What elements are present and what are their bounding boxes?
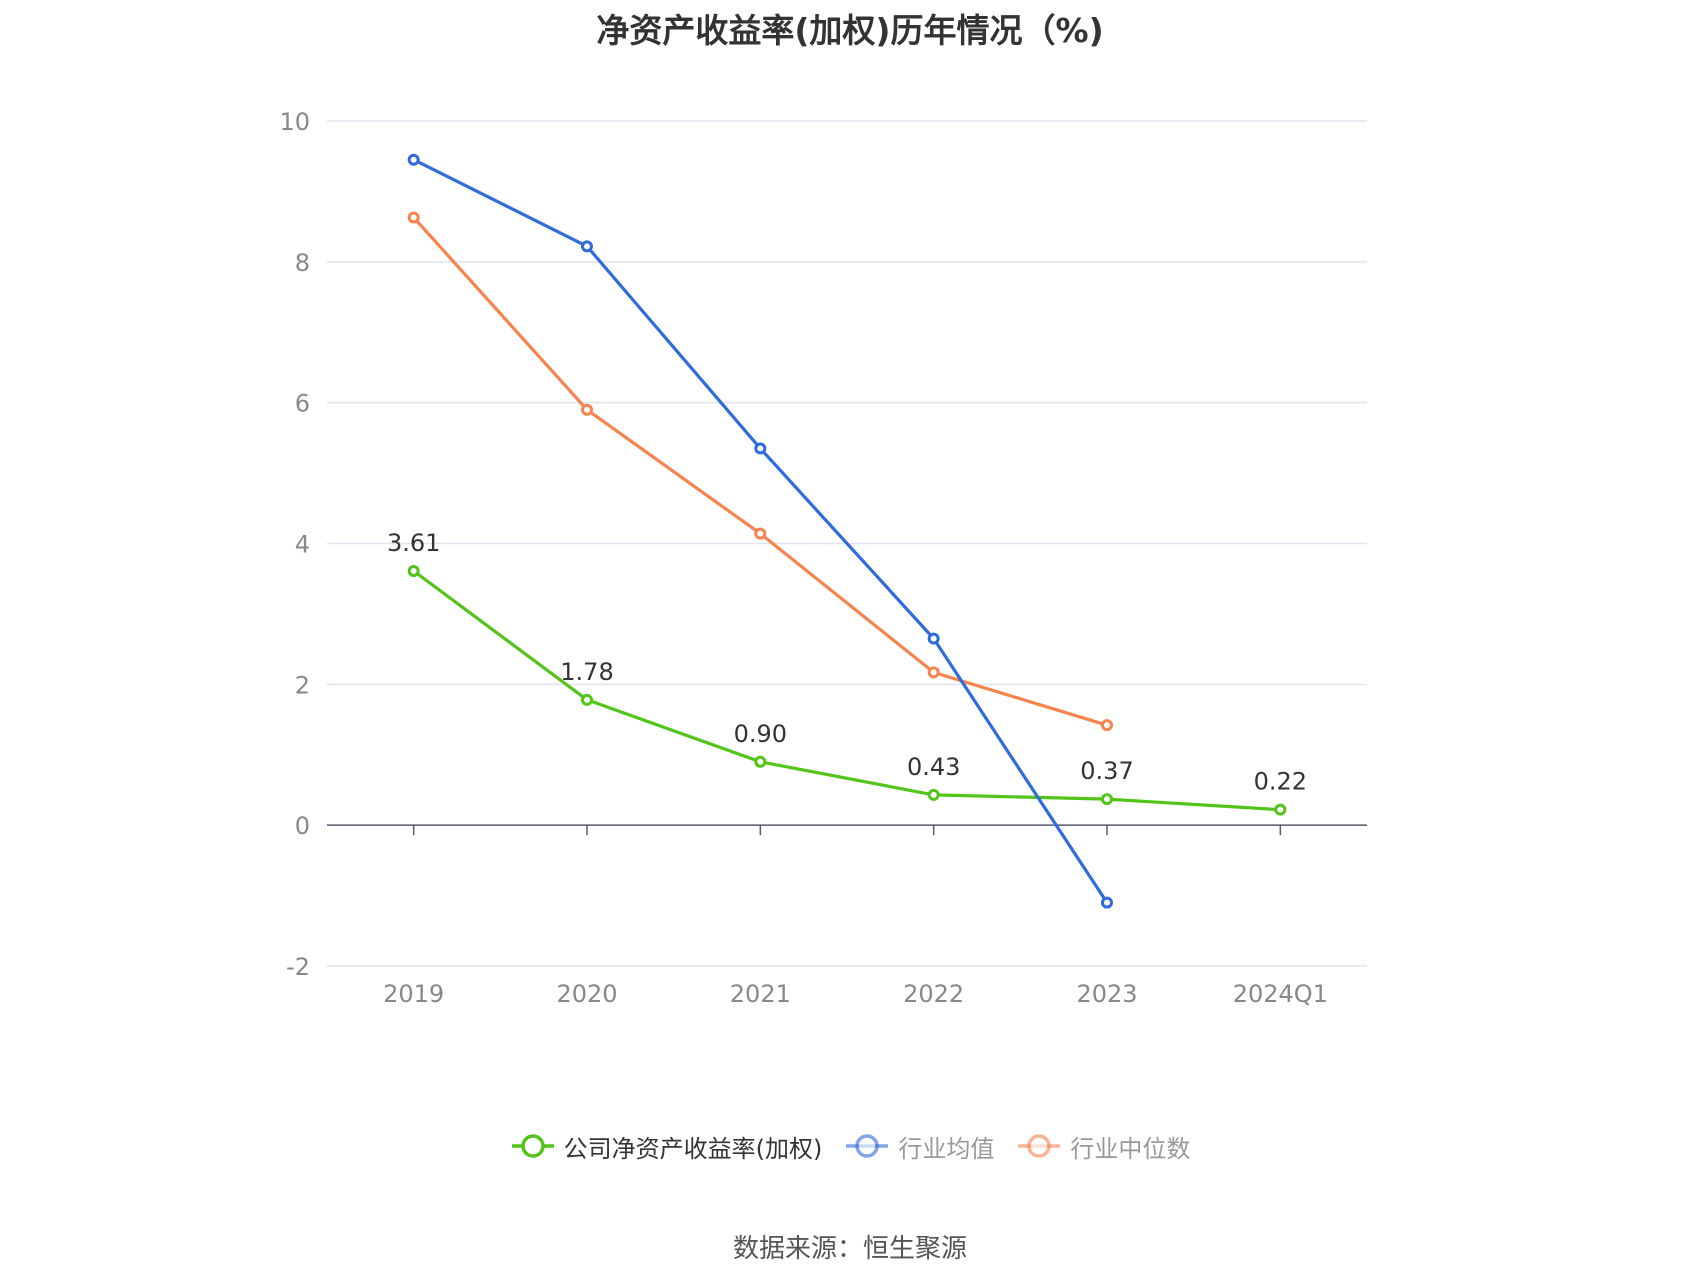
data-point [1101,793,1113,806]
legend-label: 行业中位数 [1070,1134,1191,1163]
data-point [581,693,593,706]
data-label: 0.90 [734,720,787,748]
y-tick-label: 10 [279,108,310,136]
legend-label: 公司净资产收益率(加权) [563,1134,823,1163]
legend-label: 行业均值 [898,1134,995,1163]
data-point [1274,803,1287,816]
data-point [1101,719,1113,732]
x-tick-label: 2022 [903,980,964,1008]
legend: 公司净资产收益率(加权) 行业均值 行业中位数 [0,1126,1700,1166]
data-label: 0.37 [1080,757,1133,785]
series-points [407,153,1287,909]
x-tick-label: 2024Q1 [1233,980,1328,1008]
y-tick-label: 8 [295,249,310,277]
legend-marker-icon [1018,1134,1061,1158]
data-point [927,632,940,645]
data-label: 3.61 [387,529,440,557]
data-labels: 3.61 1.78 0.90 0.43 0.37 0.22 [387,529,1307,796]
series-lines [412,158,1281,904]
data-source: 数据来源：恒生聚源 [732,1234,967,1264]
data-label: 0.22 [1254,768,1307,796]
data-point [581,240,593,253]
y-tick-label: -2 [286,953,310,981]
legend-item[interactable]: 公司净资产收益率(加权) [510,1129,823,1164]
legend-marker-icon [511,1134,554,1158]
x-tick-label: 2020 [556,980,617,1008]
series-line-0 [412,569,1281,812]
data-point [407,564,420,577]
data-point [927,666,940,679]
legend-marker-icon [846,1134,889,1158]
data-point [581,403,593,416]
x-tick-label: 2021 [730,980,791,1008]
data-point [754,442,767,455]
data-point [754,755,767,768]
y-tick-label: 2 [295,671,310,699]
y-tick-label: 0 [295,812,310,840]
data-point [1101,896,1113,909]
axes: 10 8 6 4 2 0 -2 2019 2020 2021 2022 2023 2024Q1 [279,108,1367,1008]
data-point [927,788,940,801]
y-tick-label: 6 [295,390,310,418]
legend-item[interactable]: 行业中位数 [1016,1129,1190,1164]
data-point [407,153,420,166]
x-tick-label: 2023 [1076,980,1137,1008]
data-label: 1.78 [560,658,613,686]
data-point [407,211,420,224]
legend-item[interactable]: 行业均值 [844,1129,994,1164]
x-tick-label: 2019 [383,980,444,1008]
chart-title: 净资产收益率(加权)历年情况（%) [596,11,1104,50]
data-label: 0.43 [907,753,960,781]
y-tick-label: 4 [295,531,310,559]
data-point [754,527,767,540]
